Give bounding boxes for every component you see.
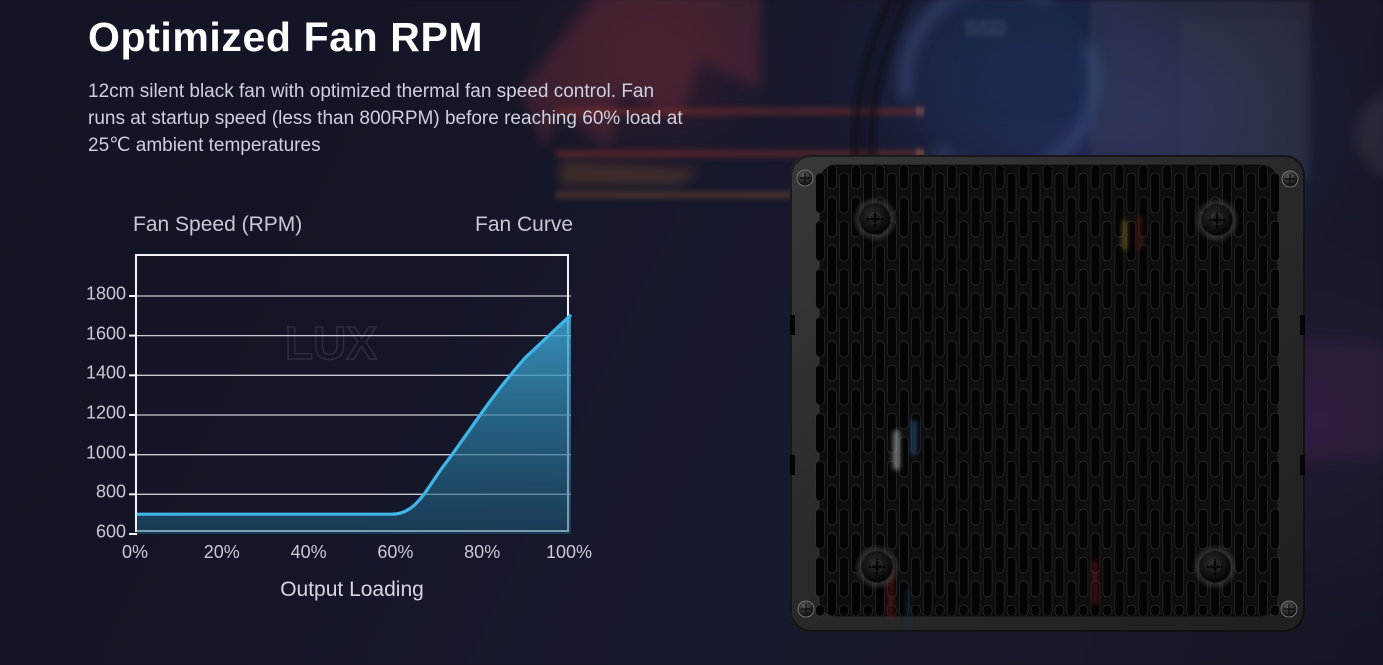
svg-text:LUX: LUX [285, 317, 377, 369]
